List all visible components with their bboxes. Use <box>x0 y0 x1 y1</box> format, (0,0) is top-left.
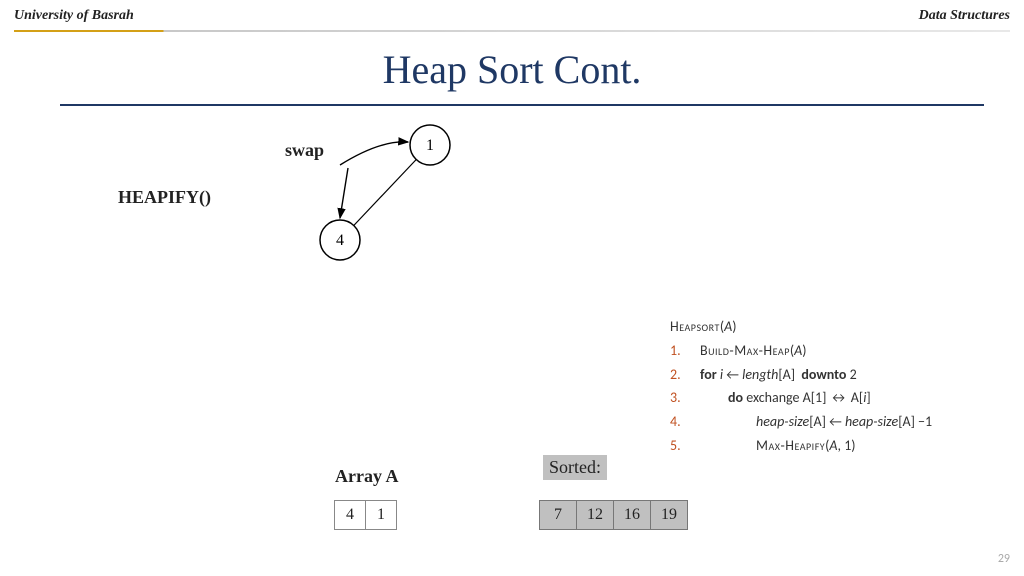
header-university: University of Basrah <box>14 8 134 24</box>
sorted-array: 7121619 <box>540 500 688 530</box>
slide: University of Basrah Data Structures Hea… <box>0 0 1024 576</box>
algorithm-line: 5.Max-Heapify(A, 1) <box>670 434 932 458</box>
algorithm-line-body: do exchange A[1] ↔ A[i] <box>692 389 871 406</box>
algorithm-line-number: 2. <box>670 363 692 387</box>
algorithm-line-number: 1. <box>670 339 692 363</box>
page-number: 29 <box>998 552 1010 566</box>
heapify-label: HEAPIFY() <box>118 187 211 208</box>
header-course: Data Structures <box>919 8 1010 24</box>
algorithm-block: Heapsort(A) 1.Build-Max-Heap(A)2.for i ←… <box>670 315 932 458</box>
svg-text:1: 1 <box>426 137 434 154</box>
title-rule <box>60 104 984 106</box>
algorithm-line: 2.for i ← length[A] downto 2 <box>670 363 932 387</box>
sorted-cell: 19 <box>650 500 688 530</box>
sorted-cell: 12 <box>576 500 614 530</box>
algorithm-line-number: 5. <box>670 434 692 458</box>
algorithm-line-number: 4. <box>670 410 692 434</box>
algorithm-line: 1.Build-Max-Heap(A) <box>670 339 932 363</box>
algorithm-line-body: Build-Max-Heap(A) <box>692 342 807 359</box>
algorithm-line-body: heap-size[A] ← heap-size[A] −1 <box>692 413 932 430</box>
algorithm-line: 3.do exchange A[1] ↔ A[i] <box>670 386 932 410</box>
page-title: Heap Sort Cont. <box>0 46 1024 93</box>
sorted-cell: 7 <box>539 500 577 530</box>
algorithm-title-arg: A <box>724 318 732 335</box>
header-rule <box>14 30 1010 32</box>
array-cell: 1 <box>365 500 397 530</box>
svg-text:4: 4 <box>336 232 344 249</box>
array-a-label: Array A <box>335 466 398 487</box>
algorithm-title-name: Heapsort <box>670 318 720 335</box>
algorithm-line: 4.heap-size[A] ← heap-size[A] −1 <box>670 410 932 434</box>
array-a: 41 <box>335 500 397 530</box>
sorted-label: Sorted: <box>543 455 607 480</box>
swap-label: swap <box>285 140 324 161</box>
array-cell: 4 <box>334 500 366 530</box>
sorted-cell: 16 <box>613 500 651 530</box>
algorithm-line-body: Max-Heapify(A, 1) <box>692 437 856 454</box>
algorithm-title: Heapsort(A) <box>670 315 932 339</box>
algorithm-line-number: 3. <box>670 386 692 410</box>
algorithm-line-body: for i ← length[A] downto 2 <box>692 366 857 383</box>
